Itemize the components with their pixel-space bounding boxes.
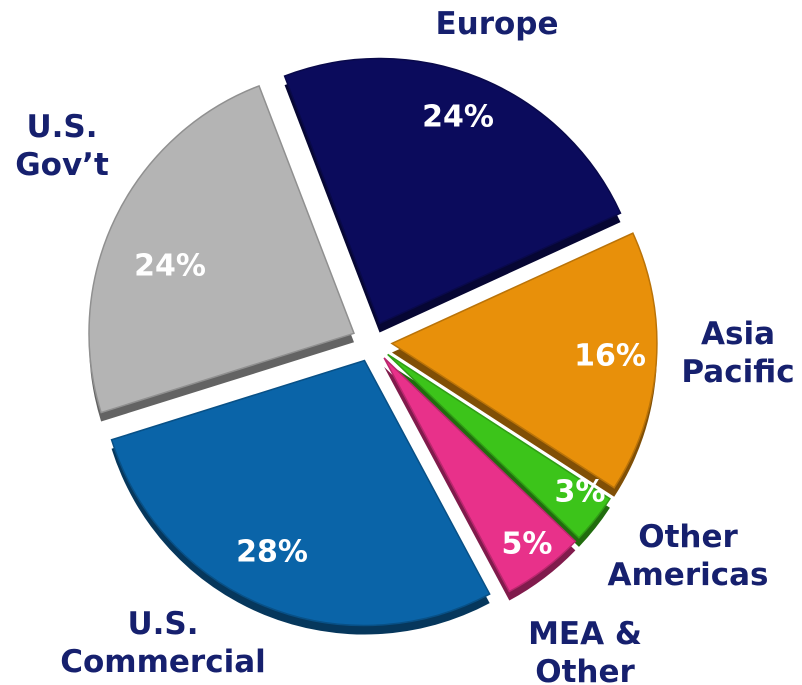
- category-label: Europe: [435, 6, 558, 42]
- slice: [383, 357, 577, 593]
- category-label-line: Americas: [608, 557, 769, 593]
- slice: [387, 353, 611, 539]
- category-label-line: U.S.: [26, 109, 97, 145]
- category-label-line: Gov’t: [15, 147, 109, 183]
- category-label-line: Europe: [435, 6, 558, 42]
- slice: [283, 57, 622, 325]
- slice: [390, 232, 658, 489]
- category-label-line: Other: [535, 654, 635, 685]
- category-label-line: Commercial: [60, 644, 266, 680]
- slice: [110, 359, 491, 627]
- category-label: U.S. Gov’t: [15, 109, 109, 183]
- category-label: MEA & Other: [528, 616, 642, 685]
- value-label: 16%: [574, 339, 646, 374]
- category-label-line: Asia: [701, 316, 775, 352]
- category-label-line: MEA &: [528, 616, 642, 652]
- slice: [88, 84, 355, 414]
- value-label: 5%: [502, 527, 553, 562]
- category-label-line: Other: [638, 519, 738, 555]
- value-label: 24%: [422, 100, 494, 135]
- value-label: 3%: [555, 475, 606, 510]
- value-label: 24%: [134, 249, 206, 284]
- category-label-line: Pacific: [681, 354, 794, 390]
- category-label: Other Americas: [608, 519, 769, 593]
- category-label: U.S. Commercial: [60, 606, 266, 680]
- category-label-line: U.S.: [127, 606, 198, 642]
- value-label: 28%: [236, 535, 308, 570]
- category-label: Asia Pacific: [681, 316, 794, 390]
